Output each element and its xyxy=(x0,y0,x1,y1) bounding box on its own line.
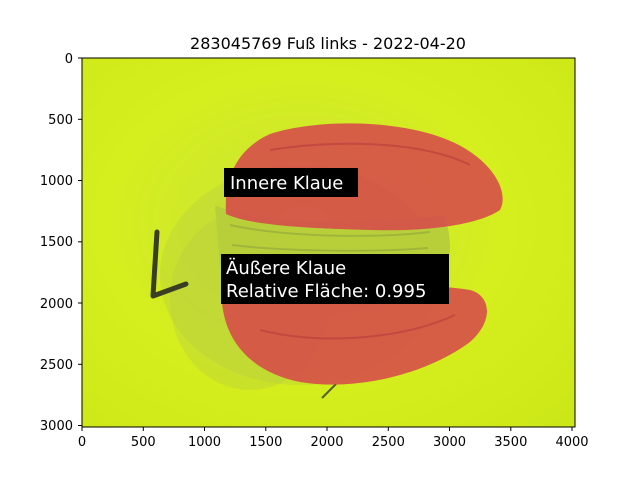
outer-claw-mask xyxy=(222,285,487,385)
outer-claw-area-label: Relative Fläche: 0.995 xyxy=(226,281,426,302)
inner-claw-label-box xyxy=(224,168,358,197)
y-tick-label: 500 xyxy=(48,113,73,128)
y-tick-label: 2500 xyxy=(40,358,73,373)
y-tick-label: 2000 xyxy=(40,297,73,312)
y-axis: 0 500 1000 1500 2000 2500 3000 xyxy=(40,52,82,434)
outer-claw-label-box xyxy=(221,254,449,304)
y-tick-label: 1000 xyxy=(40,174,73,189)
outer-claw-label: Äußere Klaue xyxy=(226,258,346,279)
x-tick-label: 3000 xyxy=(433,435,466,450)
y-tick-label: 3000 xyxy=(40,419,73,434)
figure-title: 283045769 Fuß links - 2022-04-20 xyxy=(190,34,466,53)
y-tick-label: 0 xyxy=(65,52,73,67)
x-tick-label: 1000 xyxy=(188,435,221,450)
x-axis: 0 500 1000 1500 2000 2500 3000 3500 4000 xyxy=(78,427,589,450)
inner-claw-mask xyxy=(225,123,503,231)
x-tick-label: 1500 xyxy=(249,435,282,450)
inner-claw-label: Innere Klaue xyxy=(230,173,343,194)
x-tick-label: 0 xyxy=(78,435,86,450)
x-tick-label: 2500 xyxy=(372,435,405,450)
y-tick-label: 1500 xyxy=(40,235,73,250)
x-tick-label: 4000 xyxy=(555,435,588,450)
x-tick-label: 3500 xyxy=(494,435,527,450)
x-tick-label: 2000 xyxy=(310,435,343,450)
x-tick-label: 500 xyxy=(131,435,156,450)
axes-frame xyxy=(81,57,576,428)
